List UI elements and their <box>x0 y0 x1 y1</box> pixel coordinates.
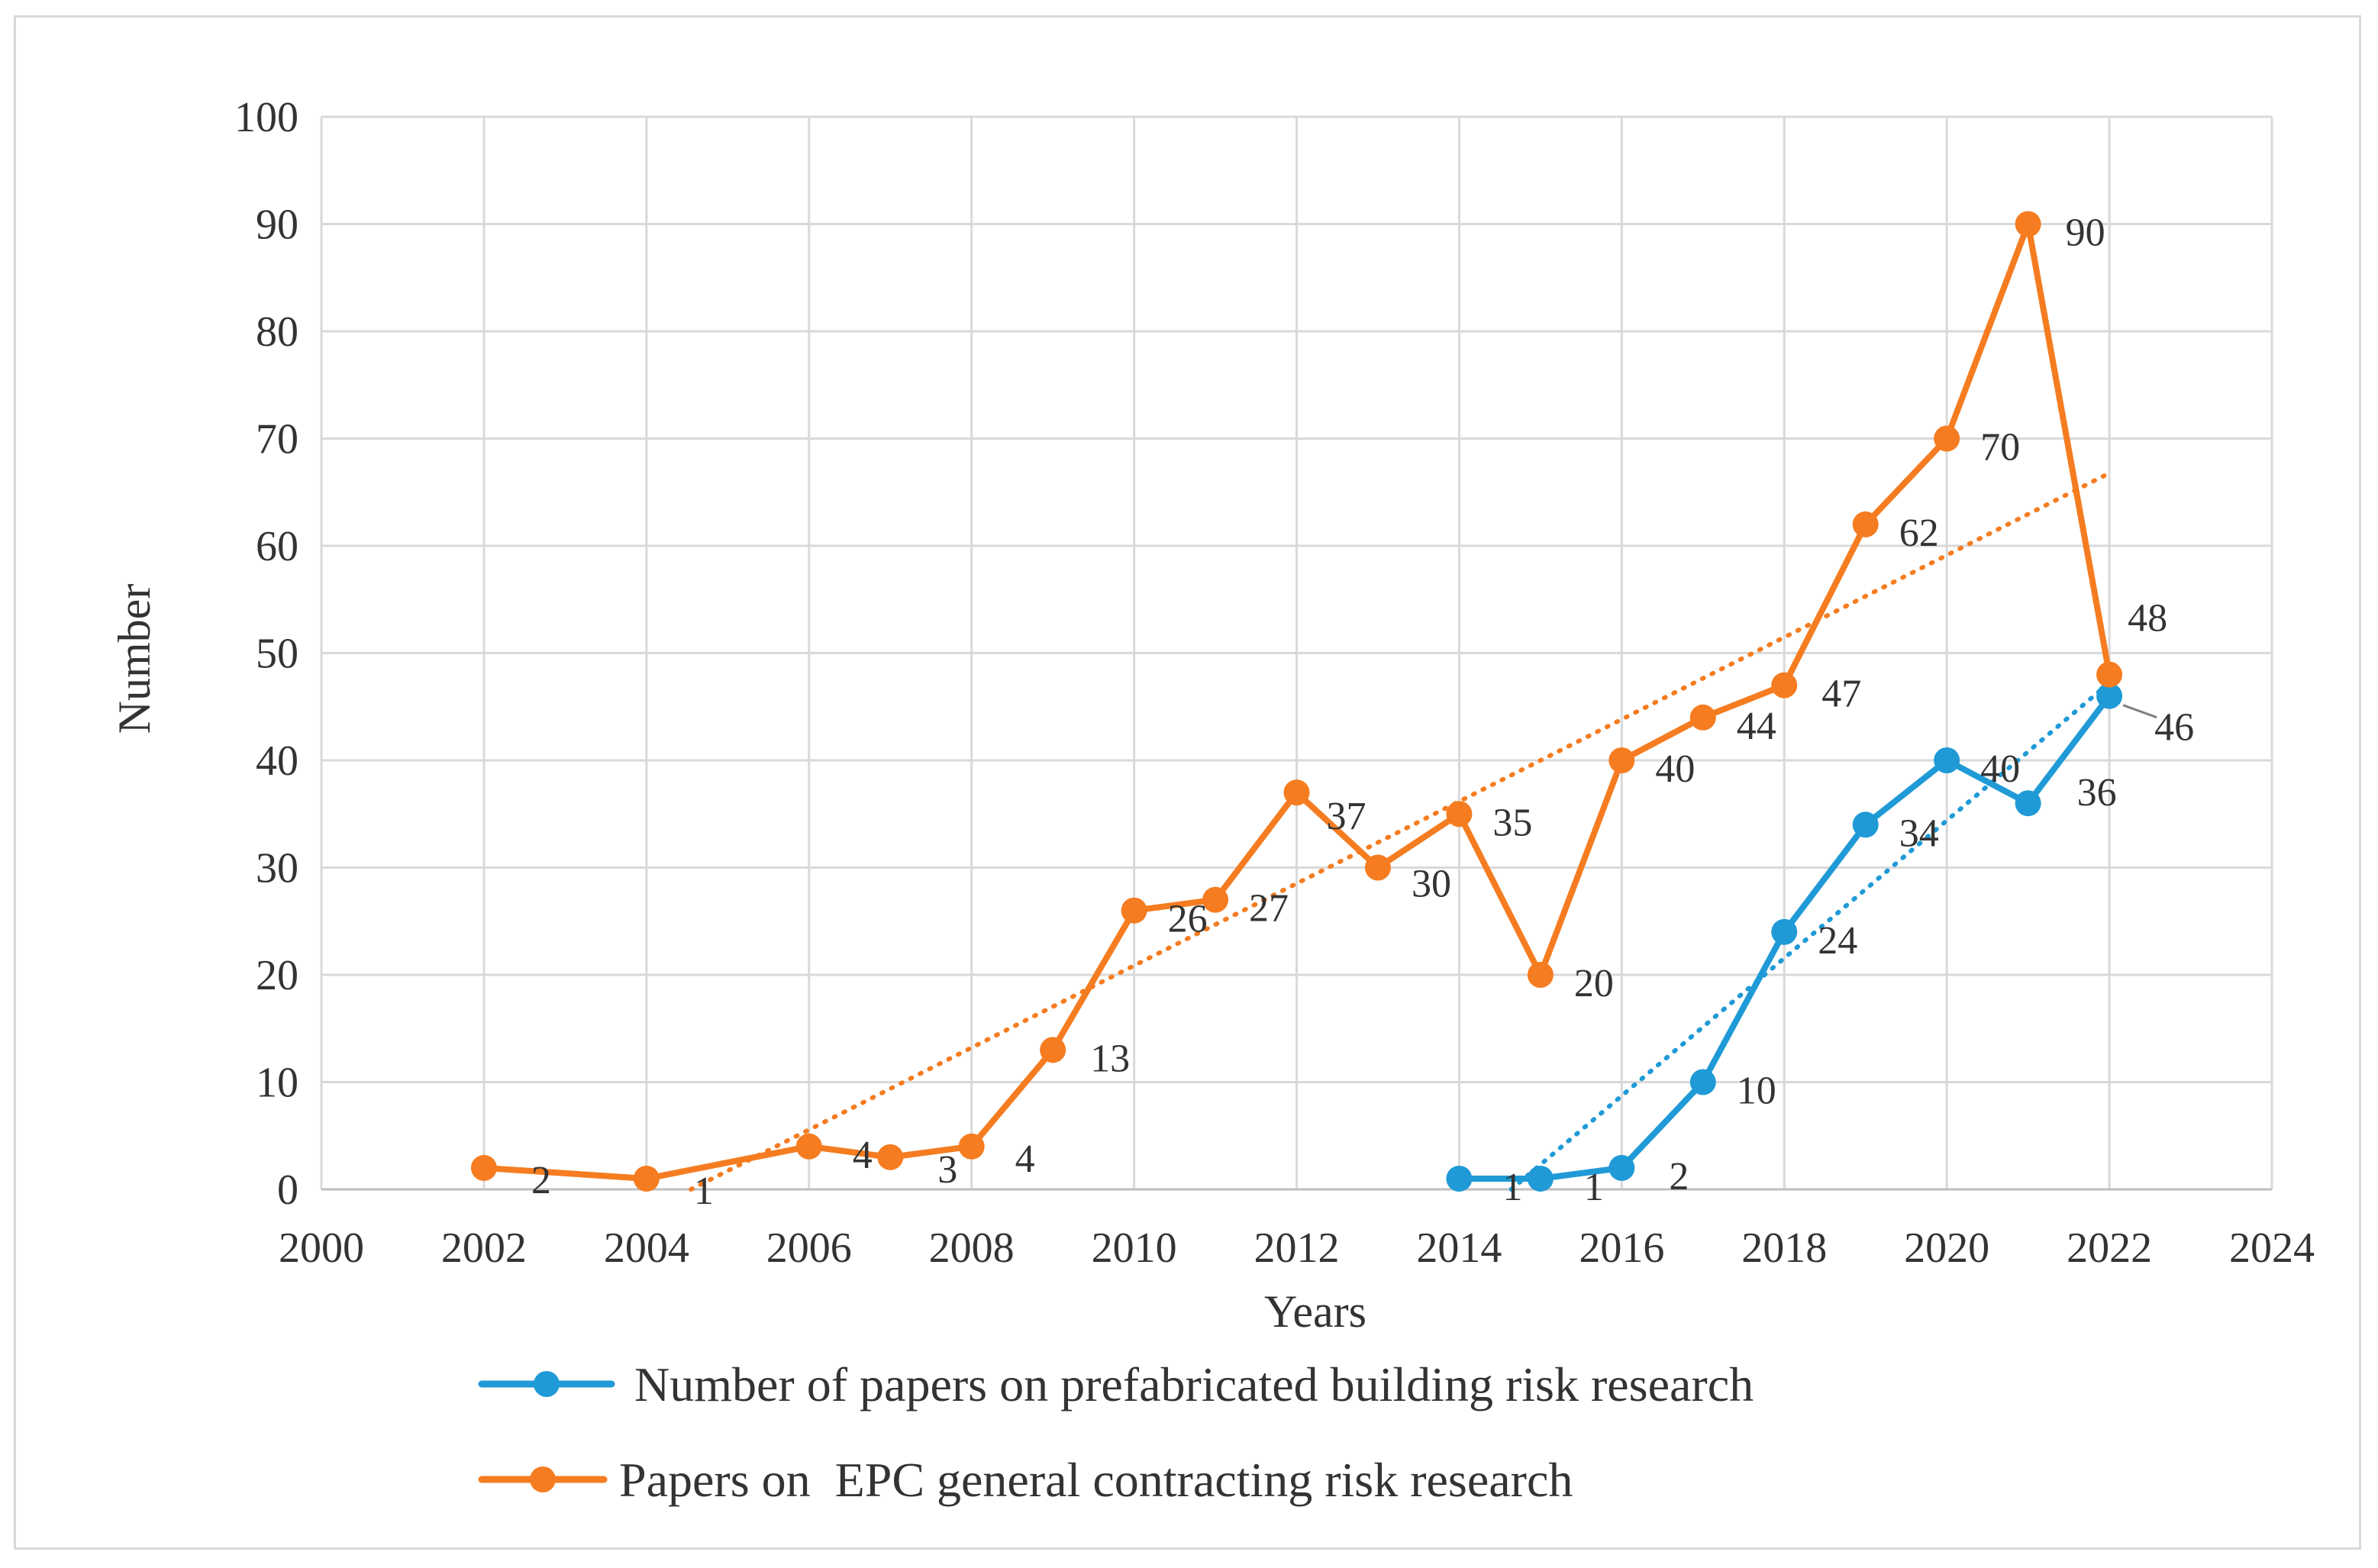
data-point-series-1[interactable] <box>1364 854 1391 881</box>
series <box>470 211 2123 1192</box>
line-chart: 0 10 20 30 40 50 60 70 80 90 100 2000 2002 2004 2006 20… <box>109 94 2315 1507</box>
data-point-series-0[interactable] <box>2015 790 2041 817</box>
data-label-series-0: 36 <box>2077 771 2117 815</box>
data-label-series-1: 40 <box>1655 747 1695 791</box>
data-label-series-0: 46 <box>2154 706 2194 750</box>
chart-frame: 0 10 20 30 40 50 60 70 80 90 100 2000 2002 2004 2006 20… <box>14 15 2361 1550</box>
x-tick-label: 2024 <box>2229 1224 2315 1272</box>
y-tick-label: 50 <box>256 631 298 678</box>
legend-marker-epc <box>530 1466 556 1492</box>
trendlines <box>689 470 2112 1192</box>
grid <box>320 115 2273 1191</box>
data-point-series-0[interactable] <box>1527 1165 1554 1192</box>
data-label-series-0: 1 <box>1502 1166 1522 1209</box>
x-tick-label: 2020 <box>1904 1224 1989 1272</box>
x-tick-label: 2000 <box>279 1224 364 1272</box>
data-point-series-1[interactable] <box>1852 511 1879 537</box>
data-point-series-1[interactable] <box>2015 211 2041 237</box>
data-label-series-0: 10 <box>1737 1070 1776 1113</box>
legend-item-epc[interactable]: Papers on EPC general contracting risk r… <box>478 1453 1573 1507</box>
data-point-series-0[interactable] <box>1446 1165 1473 1192</box>
x-tick-label: 2014 <box>1416 1224 1502 1272</box>
data-label-series-0: 1 <box>1584 1166 1604 1209</box>
data-label-series-0: 24 <box>1818 919 1857 963</box>
data-point-series-1[interactable] <box>633 1165 660 1192</box>
x-tick-label: 2006 <box>766 1224 852 1272</box>
data-point-series-1[interactable] <box>1527 962 1554 988</box>
x-tick-label: 2008 <box>929 1224 1015 1272</box>
y-tick-label: 90 <box>256 202 298 249</box>
legend-label-prefab: Number of papers on prefabricated buildi… <box>634 1357 1754 1412</box>
data-point-series-1[interactable] <box>1202 886 1229 913</box>
data-point-series-0[interactable] <box>1771 918 1798 945</box>
data-point-series-0[interactable] <box>1689 1069 1716 1095</box>
data-label-series-1: 20 <box>1574 962 1614 1005</box>
x-tick-label: 2016 <box>1579 1224 1664 1272</box>
data-point-series-1[interactable] <box>958 1133 985 1160</box>
data-label-series-1: 47 <box>1821 673 1861 716</box>
data-label-series-0: 2 <box>1669 1155 1689 1199</box>
data-label-series-1: 1 <box>694 1170 714 1213</box>
legend-item-prefab[interactable]: Number of papers on prefabricated buildi… <box>478 1357 1754 1412</box>
data-label-series-1: 70 <box>1980 426 2020 469</box>
data-label-series-1: 3 <box>937 1148 957 1192</box>
legend: Number of papers on prefabricated buildi… <box>478 1357 1754 1507</box>
y-tick-label: 40 <box>256 737 298 785</box>
data-point-series-0[interactable] <box>2096 682 2123 709</box>
data-label-series-1: 30 <box>1412 863 1451 906</box>
data-label-series-1: 44 <box>1737 705 1776 748</box>
data-label-series-1: 4 <box>853 1134 873 1177</box>
data-point-series-0[interactable] <box>1852 811 1879 838</box>
data-label-series-1: 62 <box>1899 511 1939 555</box>
data-point-series-1[interactable] <box>795 1133 822 1160</box>
legend-marker-prefab <box>534 1371 560 1397</box>
data-label-series-0: 40 <box>1980 747 2020 791</box>
data-point-series-1[interactable] <box>470 1154 497 1181</box>
data-point-series-1[interactable] <box>1040 1037 1066 1063</box>
x-axis-title: Years <box>1264 1286 1366 1337</box>
axes: 0 10 20 30 40 50 60 70 80 90 100 2000 2002 2004 2006 20… <box>234 94 2315 1272</box>
data-point-series-1[interactable] <box>1771 672 1798 699</box>
data-label-series-1: 27 <box>1249 887 1289 931</box>
label-leader-line <box>2122 704 2157 719</box>
data-point-series-1[interactable] <box>1446 801 1473 828</box>
data-point-series-0[interactable] <box>1608 1154 1635 1181</box>
data-point-series-0[interactable] <box>1934 747 1960 773</box>
data-label-series-1: 26 <box>1168 898 1208 941</box>
data-label-series-0: 34 <box>1899 811 1939 855</box>
x-tick-label: 2010 <box>1092 1224 1177 1272</box>
data-label-series-1: 4 <box>1015 1137 1035 1181</box>
x-tick-label: 2022 <box>2067 1224 2152 1272</box>
x-tick-label: 2018 <box>1741 1224 1827 1272</box>
x-tick-label: 2012 <box>1254 1224 1340 1272</box>
y-tick-label: 100 <box>234 94 298 141</box>
data-point-series-1[interactable] <box>1608 747 1635 773</box>
data-point-series-1[interactable] <box>877 1144 904 1170</box>
data-point-series-1[interactable] <box>1121 897 1147 924</box>
y-tick-label: 10 <box>256 1060 298 1107</box>
legend-label-epc: Papers on EPC general contracting risk r… <box>619 1453 1573 1507</box>
y-axis-title: Number <box>109 584 160 734</box>
data-label-series-1: 90 <box>2066 211 2105 255</box>
y-tick-label: 70 <box>256 416 298 463</box>
data-point-series-1[interactable] <box>1283 779 1310 806</box>
y-tick-label: 20 <box>256 952 298 999</box>
data-label-series-1: 37 <box>1327 795 1366 838</box>
data-point-series-1[interactable] <box>1934 425 1960 452</box>
data-label-series-1: 2 <box>531 1159 551 1202</box>
y-tick-label: 30 <box>256 845 298 892</box>
trendline-series-0 <box>1508 680 2112 1192</box>
x-tick-label: 2002 <box>441 1224 527 1272</box>
data-label-series-1: 13 <box>1090 1037 1130 1080</box>
data-label-series-1: 35 <box>1492 801 1532 844</box>
y-tick-label: 0 <box>277 1166 298 1214</box>
data-label-series-1: 48 <box>2128 597 2167 640</box>
data-point-series-1[interactable] <box>2096 661 2123 688</box>
data-point-series-1[interactable] <box>1689 704 1716 731</box>
x-tick-label: 2004 <box>604 1224 689 1272</box>
y-tick-label: 60 <box>256 523 298 570</box>
y-tick-label: 80 <box>256 308 298 356</box>
trendline-series-1 <box>689 470 2112 1192</box>
